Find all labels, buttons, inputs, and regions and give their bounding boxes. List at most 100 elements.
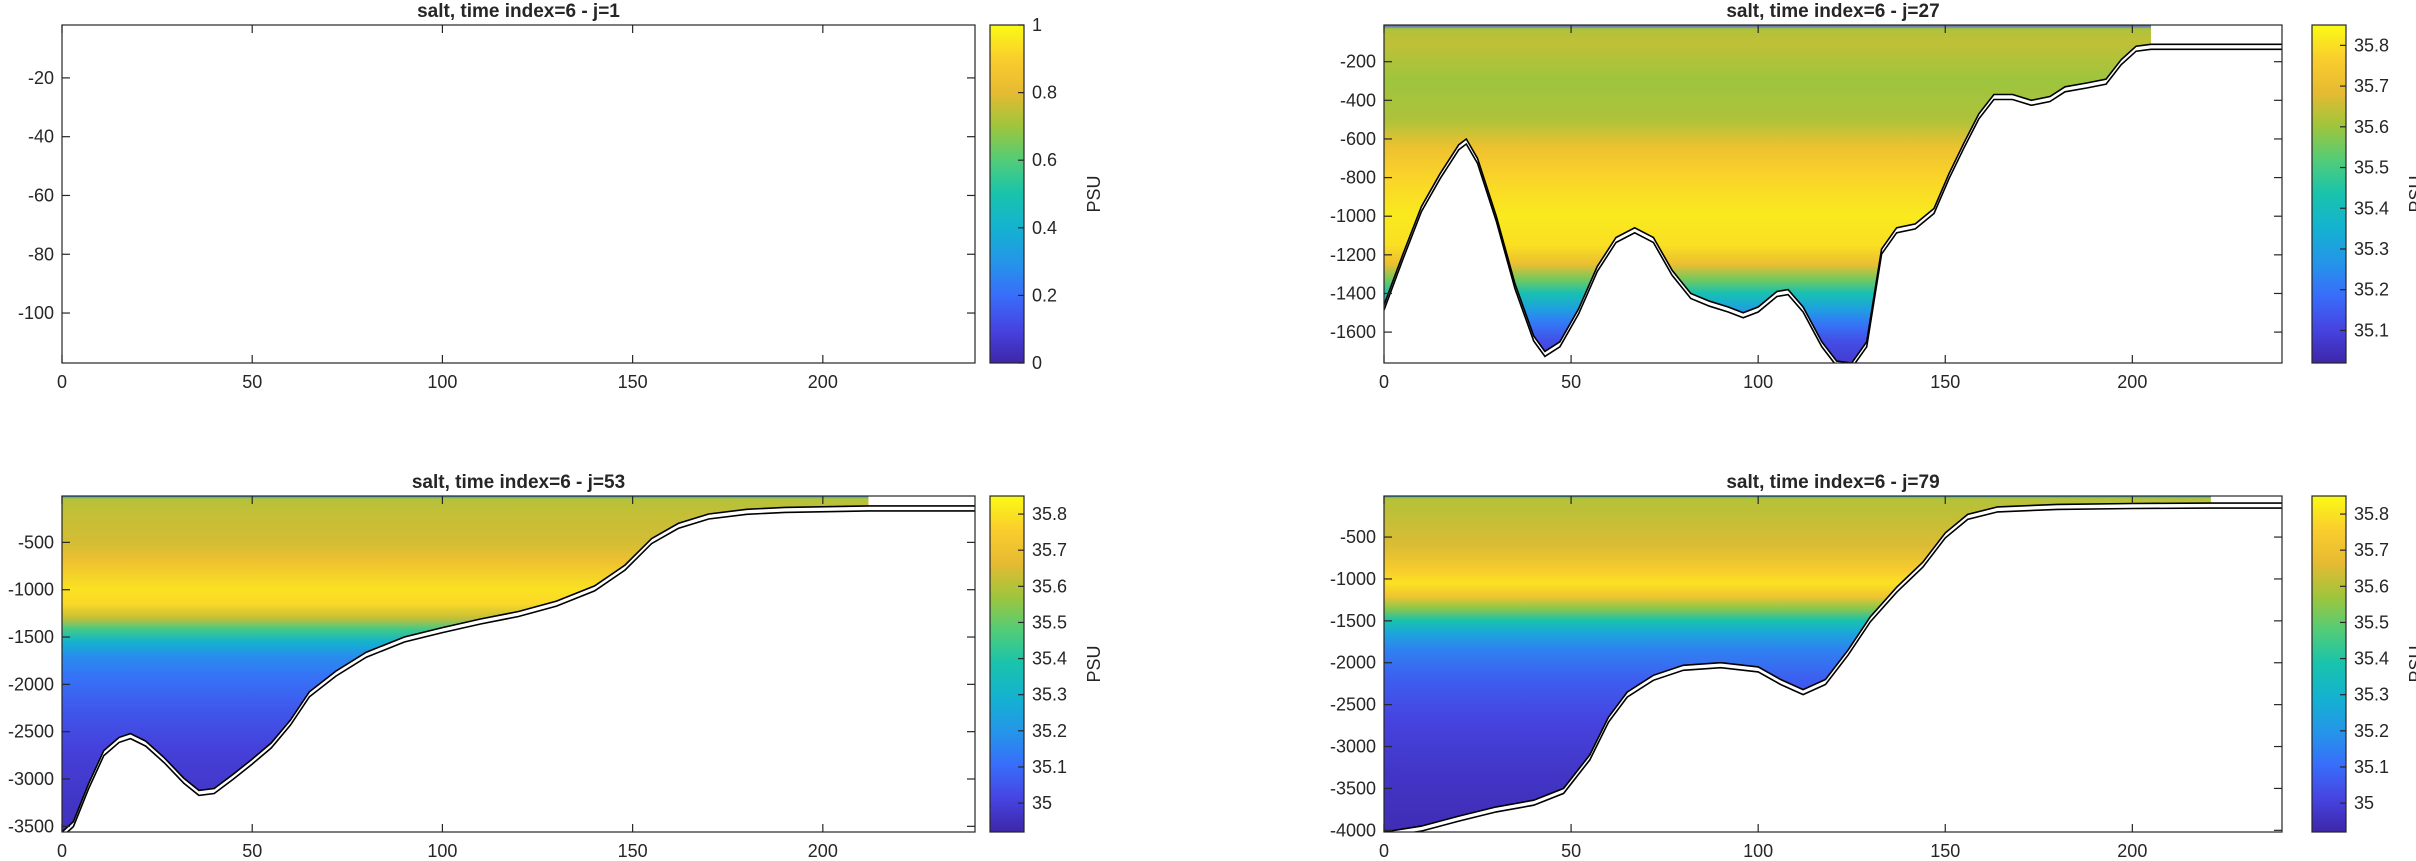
colorbar-tick-label: 0 — [1032, 353, 1042, 373]
y-tick-label: -20 — [28, 68, 54, 88]
colorbar-tick-label: 35.3 — [2354, 685, 2389, 705]
y-tick-label: -4000 — [1330, 820, 1376, 840]
x-tick-label: 50 — [1561, 372, 1581, 392]
y-tick-label: -1000 — [8, 580, 54, 600]
colorbar-scale — [2311, 24, 2347, 364]
x-tick-label: 200 — [2117, 372, 2147, 392]
x-tick-label: 0 — [1379, 372, 1389, 392]
seafloor-line — [1384, 502, 2282, 832]
colorbar-label: PSU — [1084, 175, 1104, 212]
x-tick-label: 150 — [618, 372, 648, 392]
colorbar-tick-label: 35.7 — [1032, 540, 1067, 560]
axes-box — [61, 24, 976, 364]
colorbar-tick-label: 35.3 — [1032, 685, 1067, 705]
y-tick-label: -3500 — [8, 816, 54, 836]
x-tick-label: 150 — [1930, 372, 1960, 392]
seafloor-line-lower — [1410, 507, 2282, 832]
y-tick-label: -3000 — [1330, 737, 1376, 757]
y-tick-label: -1500 — [8, 627, 54, 647]
y-tick-label: -60 — [28, 185, 54, 205]
y-tick-label: -1000 — [1330, 569, 1376, 589]
y-tick-label: -100 — [18, 303, 54, 323]
x-tick-label: 100 — [427, 372, 457, 392]
y-tick-label: -800 — [1340, 168, 1376, 188]
colorbar-tick-label: 35.8 — [2354, 35, 2389, 55]
colorbar-tick-label: 0.2 — [1032, 285, 1057, 305]
y-tick-label: -1400 — [1330, 283, 1376, 303]
colorbar-tick-label: 35.1 — [2354, 320, 2389, 340]
y-tick-label: -1200 — [1330, 245, 1376, 265]
plot-title: salt, time index=6 - j=53 — [412, 472, 625, 493]
subplot-1: salt, time index=6 - j=1 0 50 100 150 200 -20 -… — [18, 1, 976, 392]
y-tick-label: -2500 — [8, 722, 54, 742]
colorbar-tick-label: 35.7 — [2354, 76, 2389, 96]
x-tick-label: 100 — [427, 841, 457, 861]
colorbar-tick-label: 35.2 — [1032, 721, 1067, 741]
colorbar-tick-label: 1 — [1032, 15, 1042, 35]
colorbar-tick-label: 35.3 — [2354, 239, 2389, 259]
seafloor-line — [1384, 43, 2282, 363]
colorbar: 35.1 35.2 35.3 35.4 35.5 35.6 35.7 35.8 PSU — [2311, 24, 2416, 364]
y-tick-label: -2500 — [1330, 695, 1376, 715]
colorbar-tick-label: 35.5 — [2354, 612, 2389, 632]
y-tick-label: -600 — [1340, 129, 1376, 149]
colorbar-tick-label: 35.8 — [1032, 504, 1067, 524]
y-tick-label: -2000 — [8, 674, 54, 694]
colorbar-label: PSU — [2406, 645, 2416, 682]
x-tick-label: 50 — [1561, 841, 1581, 861]
colorbar-tick-label: 35.1 — [1032, 757, 1067, 777]
x-tick-label: 0 — [57, 841, 67, 861]
x-tick-label: 150 — [1930, 841, 1960, 861]
y-tick-label: -80 — [28, 244, 54, 264]
y-tick-label: -40 — [28, 127, 54, 147]
plot-title: salt, time index=6 - j=79 — [1726, 472, 1939, 493]
colorbar-tick-label: 35.7 — [2354, 540, 2389, 560]
colorbar-tick-label: 35.4 — [1032, 649, 1067, 669]
colorbar-tick-label: 35.2 — [2354, 721, 2389, 741]
colorbar-label: PSU — [1084, 645, 1104, 682]
colorbar-tick-label: 0.6 — [1032, 150, 1057, 170]
colorbar-label: PSU — [2406, 175, 2416, 212]
colorbar-tick-label: 35 — [2354, 793, 2374, 813]
x-tick-label: 100 — [1743, 841, 1773, 861]
colorbar-scale — [989, 24, 1025, 364]
colorbar-scale — [2311, 495, 2347, 833]
y-tick-label: -2000 — [1330, 653, 1376, 673]
colorbar: 35 35.1 35.2 35.3 35.4 35.5 35.6 35.7 35.8 PSU — [2311, 495, 2416, 833]
y-tick-label: -200 — [1340, 52, 1376, 72]
colorbar-tick-label: 35.4 — [2354, 198, 2389, 218]
x-tick-label: 50 — [242, 372, 262, 392]
salinity-field — [1384, 25, 2152, 363]
colorbar-tick-label: 35.1 — [2354, 757, 2389, 777]
y-tick-label: -1500 — [1330, 611, 1376, 631]
x-tick-label: 150 — [618, 841, 648, 861]
salinity-field — [1384, 496, 2211, 832]
y-tick-label: -500 — [18, 532, 54, 552]
x-tick-label: 100 — [1743, 372, 1773, 392]
seafloor-line-lower — [66, 510, 975, 832]
colorbar-tick-label: 35 — [1032, 793, 1052, 813]
colorbar-tick-label: 35.5 — [2354, 158, 2389, 178]
colorbar-tick-label: 35.4 — [2354, 649, 2389, 669]
axes-box — [61, 495, 976, 833]
y-tick-label: -3000 — [8, 769, 54, 789]
seafloor-line — [62, 505, 975, 832]
colorbar-tick-label: 35.8 — [2354, 504, 2389, 524]
x-tick-label: 50 — [242, 841, 262, 861]
x-tick-label: 0 — [57, 372, 67, 392]
colorbar: 0 0.2 0.4 0.6 0.8 1 PSU — [989, 15, 1104, 373]
y-tick-label: -400 — [1340, 90, 1376, 110]
colorbar-scale — [989, 495, 1025, 833]
y-tick-label: -1600 — [1330, 322, 1376, 342]
x-tick-label: 200 — [808, 841, 838, 861]
subplot-4: salt, time index=6 - j=79 0 50 100 150 200 -50… — [1330, 472, 2283, 861]
y-tick-label: -1000 — [1330, 206, 1376, 226]
colorbar-tick-label: 35.6 — [2354, 576, 2389, 596]
salinity-field — [62, 496, 869, 832]
x-tick-label: 200 — [2117, 841, 2147, 861]
colorbar-tick-label: 35.2 — [2354, 280, 2389, 300]
colorbar-tick-label: 0.4 — [1032, 218, 1057, 238]
axes-box — [1383, 495, 2283, 833]
seafloor-line-lower — [1384, 48, 2282, 363]
